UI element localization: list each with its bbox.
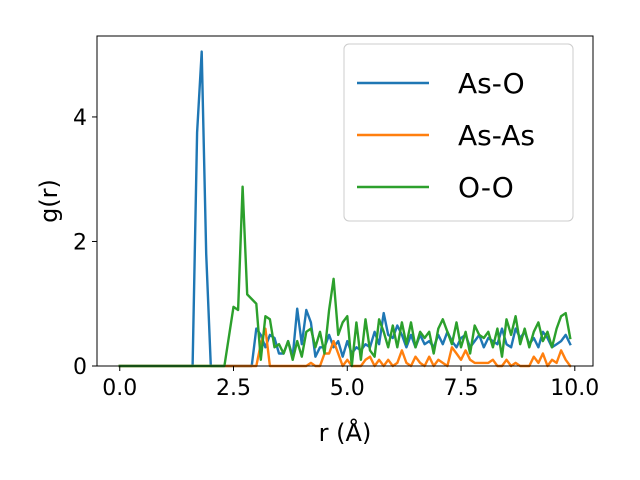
x-tick-label: 2.5 <box>216 376 251 401</box>
x-axis-label: r (Å) <box>319 418 372 447</box>
x-tick-label: 5.0 <box>330 376 365 401</box>
legend-label-0: As-O <box>458 67 525 100</box>
legend-label-1: As-As <box>458 119 535 152</box>
series-line-2 <box>118 185 572 368</box>
legend-box <box>343 43 574 222</box>
y-tick-label: 0 <box>73 355 87 380</box>
x-tick-label: 10.0 <box>550 376 599 401</box>
legend-label-2: O-O <box>458 171 514 204</box>
x-axis: 0.0 2.5 5.0 7.5 10.0 <box>102 366 599 401</box>
y-axis: 0 2 4 <box>73 106 97 380</box>
plot-frame <box>96 35 594 367</box>
x-tick-label: 0.0 <box>102 376 137 401</box>
y-tick-label: 4 <box>73 106 87 131</box>
y-axis-label: g(r) <box>35 179 63 223</box>
x-tick-label: 7.5 <box>444 376 479 401</box>
y-tick-label: 2 <box>73 230 87 255</box>
legend: As-O As-As O-O <box>343 43 574 222</box>
